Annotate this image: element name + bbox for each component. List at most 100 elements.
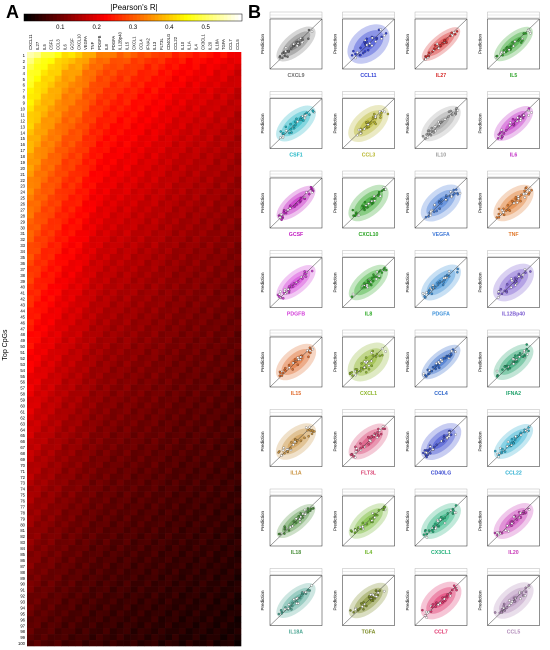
heatmap-cell xyxy=(151,598,159,605)
heatmap-cell xyxy=(40,224,49,231)
heatmap-cell xyxy=(102,206,111,213)
heatmap-cell xyxy=(144,182,152,189)
heatmap-cell xyxy=(123,461,131,469)
column-label: FLT3L xyxy=(159,38,164,50)
heatmap-cell xyxy=(116,289,124,296)
heatmap-cell xyxy=(96,307,104,314)
heatmap-cell xyxy=(171,289,180,296)
heatmap-cell xyxy=(199,384,207,391)
heatmap-cell xyxy=(75,218,83,225)
heatmap-cell xyxy=(27,129,35,136)
heatmap-cell xyxy=(220,242,228,249)
heatmap-cell xyxy=(109,176,118,183)
heatmap-cell xyxy=(47,319,55,326)
heatmap-cell xyxy=(82,378,90,385)
scatter-point xyxy=(294,517,298,520)
scatter-point xyxy=(432,131,436,134)
heatmap-cell xyxy=(109,408,118,415)
heatmap-cell xyxy=(213,331,221,338)
row-label: 28 xyxy=(20,213,25,218)
heatmap-cell xyxy=(206,527,214,534)
heatmap-cell xyxy=(213,176,221,183)
heatmap-cell xyxy=(144,141,152,148)
heatmap-cell xyxy=(68,212,76,219)
heatmap-cell xyxy=(178,568,187,576)
scatter-point xyxy=(493,611,497,614)
heatmap-cell xyxy=(220,123,228,130)
heatmap-cell xyxy=(158,194,166,201)
scatter-point xyxy=(427,215,430,218)
heatmap-cell xyxy=(151,574,159,581)
heatmap-cell xyxy=(75,491,83,498)
heatmap-cell xyxy=(33,473,42,480)
heatmap-cell xyxy=(116,343,124,350)
heatmap-cell xyxy=(68,343,76,350)
heatmap-cell xyxy=(220,533,228,540)
scatter-point xyxy=(310,432,314,436)
column-label: CD40LG xyxy=(166,34,171,50)
heatmap-cell xyxy=(123,331,131,338)
heatmap-cell xyxy=(234,527,242,534)
heatmap-cell xyxy=(151,580,159,587)
heatmap-cell xyxy=(199,527,207,534)
heatmap-cell xyxy=(123,248,131,255)
heatmap-cell xyxy=(75,277,83,284)
heatmap-cell xyxy=(178,438,187,445)
heatmap-cell xyxy=(33,556,42,564)
heatmap-cell xyxy=(116,105,124,112)
heatmap-cell xyxy=(178,188,187,195)
heatmap-cell xyxy=(102,426,111,433)
heatmap-cell xyxy=(89,360,97,368)
heatmap-cell xyxy=(206,634,214,641)
heatmap-cell xyxy=(68,313,76,320)
heatmap-cell xyxy=(89,426,97,433)
heatmap-cell xyxy=(89,461,97,469)
heatmap-cell xyxy=(171,402,180,409)
heatmap-cell xyxy=(199,271,207,279)
heatmap-cell xyxy=(123,63,131,71)
heatmap-cell xyxy=(123,218,131,225)
scatter-point xyxy=(369,593,372,596)
heatmap-cell xyxy=(234,402,242,409)
heatmap-cell xyxy=(68,378,76,385)
heatmap-cell xyxy=(75,81,83,88)
heatmap-cell xyxy=(137,497,145,504)
heatmap-cell xyxy=(178,354,187,362)
heatmap-cell xyxy=(82,479,90,486)
heatmap-cell xyxy=(82,455,90,463)
scatter-point xyxy=(429,134,433,137)
heatmap-cell xyxy=(171,176,180,183)
heatmap-cell xyxy=(151,206,159,213)
heatmap-cell xyxy=(151,158,159,166)
heatmap-cell xyxy=(96,224,104,231)
heatmap-cell xyxy=(116,467,124,475)
heatmap-cell xyxy=(89,206,97,213)
heatmap-cell xyxy=(220,378,228,385)
heatmap-cell xyxy=(75,372,83,379)
heatmap-cell xyxy=(130,117,138,124)
heatmap-cell xyxy=(137,343,145,350)
heatmap-cell xyxy=(54,420,62,427)
heatmap-cell xyxy=(130,378,138,385)
scatter-point xyxy=(444,198,448,201)
heatmap-cell xyxy=(27,236,35,243)
heatmap-cell xyxy=(27,99,35,106)
row-label: 6 xyxy=(23,83,26,88)
scatter-point xyxy=(288,207,292,210)
heatmap-cell xyxy=(109,378,118,385)
heatmap-cell xyxy=(227,182,235,189)
scatter-point xyxy=(290,285,293,289)
heatmap-cell xyxy=(206,432,214,439)
scatter-point xyxy=(379,116,382,119)
heatmap-cell xyxy=(102,634,111,641)
heatmap-cell xyxy=(234,176,242,183)
heatmap-cell xyxy=(213,236,221,243)
heatmap-cell xyxy=(89,135,97,142)
scatter-y-label: Prediction xyxy=(405,193,410,214)
heatmap-cell xyxy=(109,360,118,368)
scatter-point xyxy=(281,134,285,138)
heatmap-cell xyxy=(61,337,69,344)
scatter-point xyxy=(438,44,442,47)
heatmap-cell xyxy=(192,449,200,457)
